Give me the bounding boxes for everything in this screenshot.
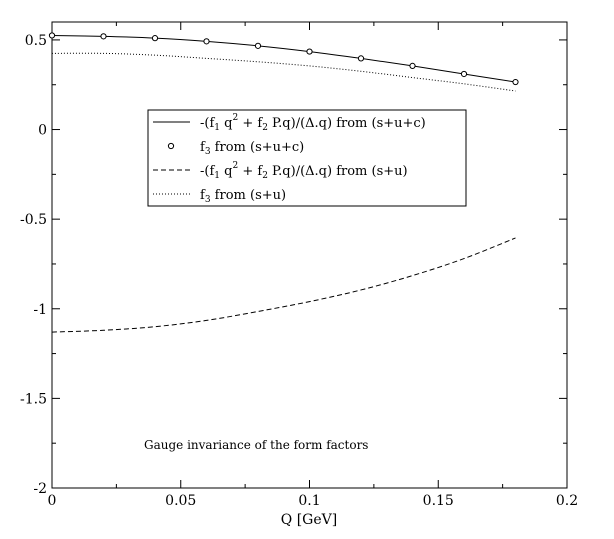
- x-tick-label: 0.2: [556, 493, 578, 509]
- series-2-marker: [151, 35, 159, 42]
- y-tick-label: -2: [33, 481, 47, 497]
- legend-swatch-markers: [167, 142, 175, 150]
- series-2-marker: [254, 42, 262, 49]
- series-4-dotted-line: [51, 52, 516, 92]
- series-2-marker: [306, 48, 313, 55]
- x-tick-label: 0: [48, 493, 57, 509]
- y-tick-label: -1: [33, 302, 47, 318]
- series-2-marker: [203, 38, 210, 45]
- x-tick-label: 0.15: [423, 493, 454, 509]
- x-tick-label: 0.05: [165, 493, 196, 509]
- series-2-marker: [512, 78, 519, 86]
- series-2-marker: [100, 33, 107, 40]
- y-tick-label: -0.5: [20, 212, 47, 228]
- ticks: 0 0.05 0.1 0.15 0.2 -2 -1.5 -1 -0.5 0 0.5: [20, 22, 578, 509]
- y-tick-label: 0: [38, 123, 47, 139]
- legend-entry-2: f3 from (s+u+c): [200, 140, 304, 157]
- x-axis-label: Q [GeV]: [281, 512, 337, 528]
- plot-frame: [51, 21, 568, 489]
- legend-box: [147, 109, 467, 207]
- legend-entry-3: -(f1 q2 + f2 P.q)/(Δ.q) from (s+u): [200, 161, 408, 181]
- legend-entry-1: -(f1 q2 + f2 P.q)/(Δ.q) from (s+u+c): [200, 113, 426, 133]
- series-2-marker: [460, 70, 468, 78]
- series-group: [48, 32, 519, 333]
- series-2-marker: [48, 32, 56, 39]
- y-tick-label: 0.5: [25, 33, 47, 49]
- y-tick-label: -1.5: [20, 391, 47, 407]
- series-1-solid-line: [51, 34, 516, 83]
- x-tick-label: 0.1: [298, 493, 320, 509]
- series-3-dashed-line: [51, 237, 516, 333]
- series-2-marker: [409, 62, 416, 70]
- legend: -(f1 q2 + f2 P.q)/(Δ.q) from (s+u+c) f3 …: [147, 109, 467, 207]
- series-2-marker: [357, 55, 365, 62]
- legend-entry-4: f3 from (s+u): [200, 188, 286, 205]
- chart-annotation: Gauge invariance of the form factors: [144, 438, 368, 452]
